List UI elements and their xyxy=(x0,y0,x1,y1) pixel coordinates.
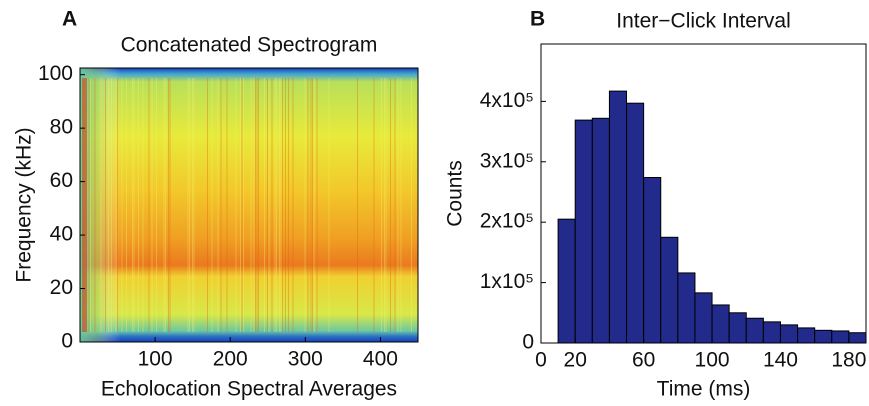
panel-letter: B xyxy=(530,8,545,31)
axes-frame xyxy=(540,43,867,344)
y-tick-label: 2x10⁵ xyxy=(480,210,534,233)
histogram-bar xyxy=(762,321,781,344)
x-tick-label: 140 xyxy=(763,349,798,372)
spectrogram-band xyxy=(82,78,87,332)
histogram-bar xyxy=(626,102,645,344)
x-tick-label: 60 xyxy=(632,349,655,372)
histogram-bar xyxy=(745,317,764,344)
histogram-bar xyxy=(677,272,696,344)
histogram-bar xyxy=(797,327,816,344)
x-tick-label: 200 xyxy=(213,348,248,371)
chart-title: Concatenated Spectrogram xyxy=(121,34,378,57)
x-tick-label: 180 xyxy=(831,349,866,372)
histogram-bar xyxy=(557,218,576,344)
x-tick-label: 0 xyxy=(535,349,547,372)
histogram-bar xyxy=(591,117,610,344)
y-axis-label: Counts xyxy=(444,160,467,227)
y-tick-label: 100 xyxy=(38,62,73,85)
histogram-bar xyxy=(831,330,850,344)
histogram-bar xyxy=(643,176,662,344)
x-axis-label: Time (ms) xyxy=(657,378,751,401)
x-axis-label: Echolocation Spectral Averages xyxy=(101,378,397,401)
y-axis-label: Frequency (kHz) xyxy=(13,127,36,282)
axes-frame xyxy=(79,67,419,343)
x-tick-label: 300 xyxy=(288,348,323,371)
histogram-bar xyxy=(848,332,867,344)
y-tick-label: 1x10⁵ xyxy=(480,270,534,293)
y-tick-label: 40 xyxy=(50,223,73,246)
x-tick-label: 20 xyxy=(564,349,587,372)
spectrogram-texture xyxy=(88,78,412,332)
histogram-bar xyxy=(608,90,628,344)
y-tick-label: 60 xyxy=(50,169,73,192)
histogram-bar xyxy=(711,304,730,344)
histogram-bar xyxy=(660,236,679,344)
histogram-bar xyxy=(728,312,747,344)
x-tick-label: 100 xyxy=(138,348,173,371)
x-tick-label: 100 xyxy=(695,349,730,372)
chart-title: Inter−Click Interval xyxy=(616,10,790,33)
spectrogram-onset xyxy=(80,68,418,342)
histogram-bar xyxy=(814,329,833,344)
y-tick-label: 0 xyxy=(61,330,73,353)
x-tick-label: 400 xyxy=(363,348,398,371)
histogram-bar xyxy=(779,324,799,344)
y-tick-label: 0 xyxy=(522,331,534,354)
panel-letter: A xyxy=(62,8,77,31)
histogram-bar xyxy=(694,292,713,344)
y-tick-label: 4x10⁵ xyxy=(480,89,534,112)
histogram-bar xyxy=(574,119,593,344)
y-tick-label: 80 xyxy=(50,116,73,139)
y-tick-label: 20 xyxy=(50,276,73,299)
y-tick-label: 3x10⁵ xyxy=(480,149,534,172)
